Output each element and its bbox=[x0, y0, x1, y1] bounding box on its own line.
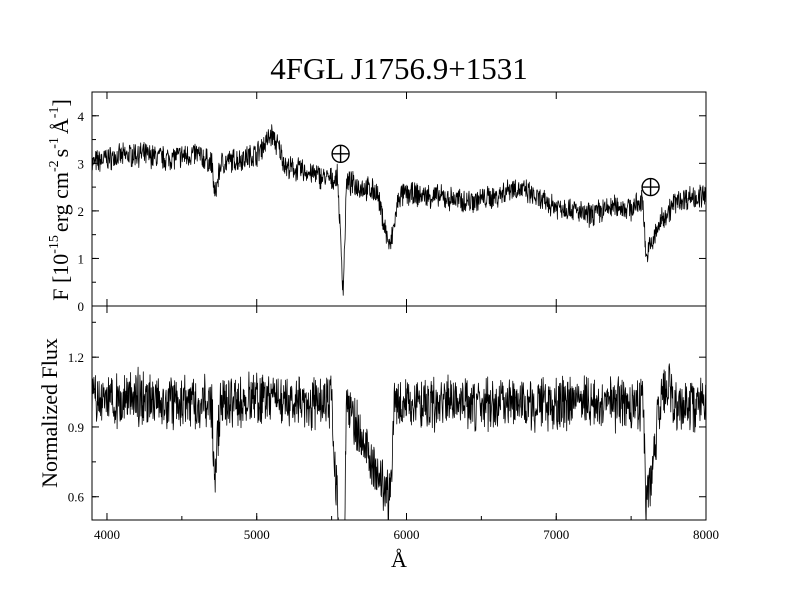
x-tick-label: 7000 bbox=[543, 527, 569, 542]
top-y-axis-label: F [10-15erg cm-2s-1Å-1] bbox=[47, 99, 73, 301]
ylabel-exp2: -2 bbox=[47, 160, 62, 172]
bottom-panel: 0.6 0.9 1.2 4000 5000 6000 7000 8000 Normalize… bbox=[37, 92, 719, 572]
x-tick-label: 5000 bbox=[244, 527, 270, 542]
y-tick-label: 1 bbox=[78, 251, 85, 266]
y-tick-label: 1.2 bbox=[68, 350, 84, 365]
bottom-y-axis-label: Normalized Flux bbox=[37, 338, 62, 488]
y-tick-label: 0.6 bbox=[68, 490, 85, 505]
ylabel-angstrom: Å bbox=[48, 118, 73, 134]
ylabel-close: ] bbox=[48, 99, 73, 106]
telluric-markers bbox=[331, 144, 660, 197]
chart-title: 4FGL J1756.9+1531 bbox=[270, 51, 527, 86]
x-tick-label: 4000 bbox=[94, 527, 120, 542]
bottom-y-ticks: 0.6 0.9 1.2 bbox=[68, 321, 706, 505]
x-tick-label: 6000 bbox=[393, 527, 419, 542]
y-tick-label: 2 bbox=[78, 204, 85, 219]
top-spectrum-line bbox=[92, 124, 706, 296]
x-axis-ticks: 4000 5000 6000 7000 8000 bbox=[94, 92, 719, 542]
telluric-marker-icon bbox=[331, 144, 350, 164]
ylabel-base: F [10 bbox=[48, 254, 73, 301]
ylabel-exp4: -1 bbox=[47, 107, 62, 119]
y-tick-label: 3 bbox=[78, 156, 85, 171]
bottom-spectrum-line bbox=[92, 363, 706, 520]
y-tick-label: 0.9 bbox=[68, 420, 84, 435]
x-axis-label: Å bbox=[391, 547, 407, 572]
ylabel-s: s bbox=[48, 149, 73, 158]
x-tick-label: 8000 bbox=[693, 527, 719, 542]
ylabel-exp1: -15 bbox=[47, 235, 62, 254]
y-tick-label: 0 bbox=[78, 299, 85, 314]
ylabel-exp3: -1 bbox=[47, 137, 62, 149]
telluric-marker-icon bbox=[641, 177, 660, 197]
ylabel-erg: erg cm bbox=[48, 172, 73, 232]
y-tick-label: 4 bbox=[78, 109, 85, 124]
top-y-ticks: 0 1 2 3 4 bbox=[78, 91, 706, 314]
